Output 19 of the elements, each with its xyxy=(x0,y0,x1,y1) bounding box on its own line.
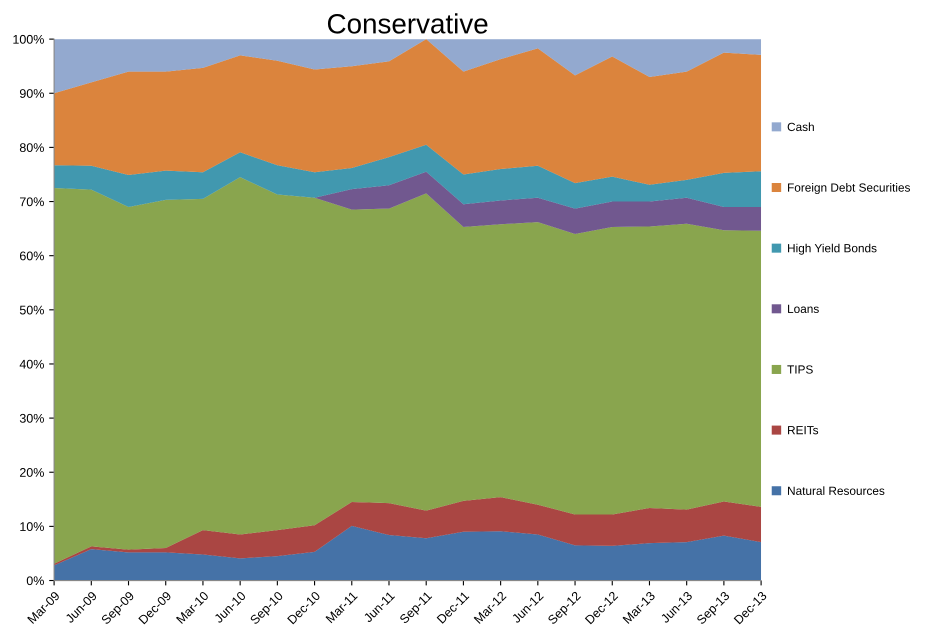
legend-label: High Yield Bonds xyxy=(788,244,877,255)
y-tick-label: 70% xyxy=(20,197,44,206)
chart-title: Conservative xyxy=(328,13,488,34)
legend-label: REITs xyxy=(788,426,818,434)
y-tick-label: 100% xyxy=(13,34,44,44)
y-tick-label: 60% xyxy=(20,251,44,260)
y-tick-label: 40% xyxy=(20,360,44,369)
y-tick-label: 30% xyxy=(20,414,44,423)
y-tick-label: 20% xyxy=(20,468,44,477)
y-tick-label: 90% xyxy=(20,89,44,98)
legend-label: Natural Resources xyxy=(788,486,884,495)
y-tick-label: 80% xyxy=(20,143,44,152)
y-tick-label: 0% xyxy=(26,576,44,586)
y-tick-label: 10% xyxy=(20,522,44,532)
legend-label: TIPS xyxy=(787,365,813,374)
legend-label: Loans xyxy=(788,304,819,314)
y-tick-label: 50% xyxy=(20,306,44,314)
legend-label: Cash xyxy=(788,122,814,132)
legend-label: Foreign Debt Securities xyxy=(788,183,910,194)
